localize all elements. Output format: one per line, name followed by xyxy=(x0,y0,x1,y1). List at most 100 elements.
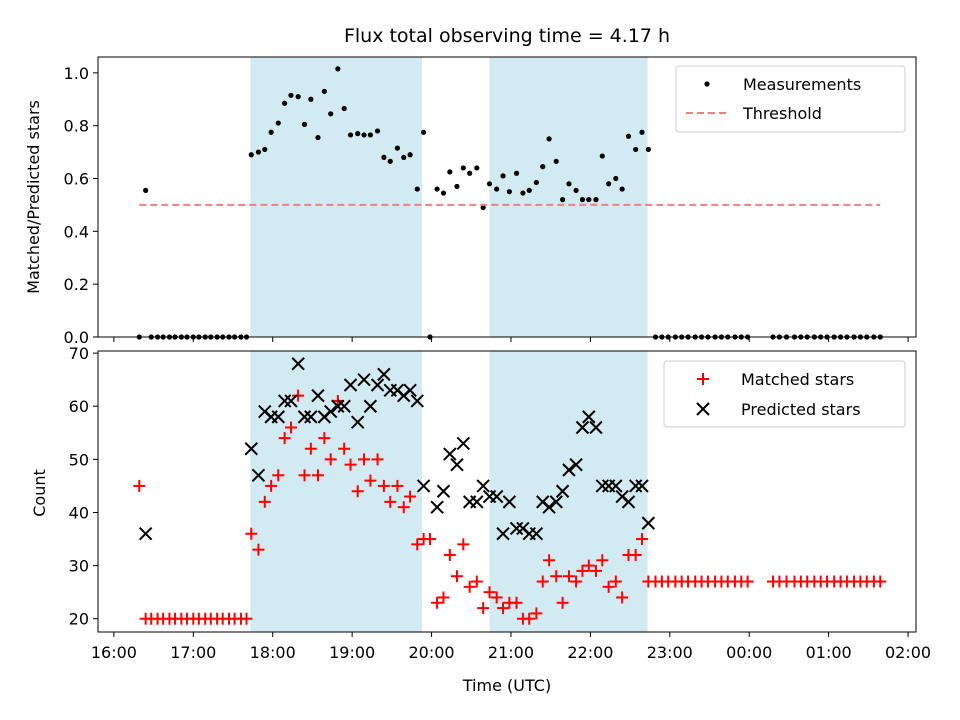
bottom-y-axis-label: Count xyxy=(30,469,49,517)
predicted-star-point xyxy=(621,495,636,509)
measurement-point xyxy=(639,129,645,135)
predicted-star-point xyxy=(529,527,544,541)
bottom-y-tick-label: 70 xyxy=(69,344,89,363)
predicted-star-point xyxy=(496,527,510,541)
matched-star-point xyxy=(284,421,297,434)
predicted-star-point xyxy=(609,479,623,493)
bottom-y-tick-label: 40 xyxy=(69,503,89,522)
predicted-star-point xyxy=(595,479,610,493)
matched-star-point xyxy=(265,479,278,492)
matched-star-point xyxy=(582,559,595,572)
measurement-point xyxy=(381,154,387,160)
measurement-point xyxy=(579,197,586,203)
predicted-star-point xyxy=(575,420,590,435)
measurements-legend-marker xyxy=(704,81,710,87)
bottom-y-tick-label: 60 xyxy=(69,397,89,416)
predicted-star-point xyxy=(311,388,325,403)
matched-star-point xyxy=(384,495,397,508)
top-y-tick-label: 0.4 xyxy=(64,222,89,241)
matched-star-point xyxy=(304,442,317,455)
measurement-point xyxy=(321,88,327,94)
bottom-y-tick-label: 50 xyxy=(69,450,89,469)
matched-star-point xyxy=(278,432,291,445)
top-shaded-interval-0 xyxy=(250,57,423,337)
predicted-star-point xyxy=(377,367,391,382)
matched-star-point xyxy=(318,432,331,445)
measurement-point xyxy=(506,189,512,195)
measurement-point xyxy=(553,158,559,164)
measurement-point xyxy=(573,187,579,193)
matched-star-point xyxy=(536,575,549,588)
top-y-tick-label: 0.8 xyxy=(64,117,89,136)
measurement-point xyxy=(440,190,447,196)
x-tick-label: 22:00 xyxy=(567,643,613,662)
predicted-star-point xyxy=(470,495,484,509)
measurement-point xyxy=(520,190,526,196)
measurement-point xyxy=(335,66,341,72)
matched-star-point xyxy=(576,564,589,577)
predicted-star-point xyxy=(476,479,490,493)
matched-star-point xyxy=(602,580,615,593)
measurement-point xyxy=(467,170,473,176)
matched-star-point xyxy=(338,442,351,455)
matched-star-point xyxy=(497,602,510,615)
matched-star-point xyxy=(741,575,754,588)
measurement-point xyxy=(347,132,354,138)
predicted-star-point xyxy=(502,495,517,509)
predicted-star-point xyxy=(582,410,596,424)
predicted-star-point xyxy=(331,399,345,413)
measurement-point xyxy=(328,111,334,117)
top-y-tick-label: 0.0 xyxy=(64,328,89,347)
measurement-point xyxy=(367,132,374,138)
matched-legend-marker xyxy=(697,373,709,385)
measurement-point xyxy=(546,136,552,142)
threshold-legend-label: Threshold xyxy=(742,104,822,123)
matched-star-point xyxy=(470,575,483,588)
bottom-x-axis: 16:00 17:00 18:00 19:00 20:00 21:00 22:00 23:00… xyxy=(91,632,931,662)
measurement-point xyxy=(248,152,254,158)
chart-title: Flux total observing time = 4.17 h xyxy=(344,25,670,47)
measurement-point xyxy=(513,170,520,176)
x-tick-label: 00:00 xyxy=(726,643,772,662)
measurement-point xyxy=(361,132,367,138)
measurement-point xyxy=(387,158,393,164)
matched-star-point xyxy=(292,389,305,402)
matched-star-point xyxy=(562,570,575,583)
matched-star-point xyxy=(523,612,536,625)
matched-star-point xyxy=(311,469,324,482)
predicted-star-point xyxy=(277,394,292,408)
x-tick-label: 20:00 xyxy=(408,643,454,662)
matched-legend-label: Matched stars xyxy=(741,370,854,389)
matched-star-point xyxy=(530,607,543,620)
measurement-point xyxy=(494,186,500,192)
predicted-legend-label: Predicted stars xyxy=(741,400,861,419)
measurement-point xyxy=(633,146,639,153)
measurement-point xyxy=(255,149,262,155)
predicted-star-point xyxy=(456,436,471,451)
predicted-star-point xyxy=(343,378,358,392)
predicted-star-point xyxy=(271,410,285,424)
measurement-point xyxy=(421,129,427,135)
measurement-point xyxy=(486,181,493,187)
measurement-point xyxy=(275,120,281,126)
measurement-point xyxy=(268,129,274,135)
measurement-point xyxy=(593,197,599,203)
measurements-legend-label: Measurements xyxy=(743,75,861,94)
predicted-star-point xyxy=(363,399,378,413)
matched-star-point xyxy=(252,543,265,556)
matched-star-point xyxy=(457,538,470,551)
x-tick-label: 17:00 xyxy=(170,643,216,662)
predicted-star-point xyxy=(549,495,563,509)
matched-star-point xyxy=(437,591,450,604)
matched-star-point xyxy=(371,453,384,466)
top-shaded-interval-1 xyxy=(489,57,648,337)
matched-star-point xyxy=(636,533,649,546)
predicted-legend-marker xyxy=(696,402,710,416)
matched-star-point xyxy=(443,548,456,561)
measurement-point xyxy=(606,181,612,187)
x-tick-label: 02:00 xyxy=(885,643,931,662)
predicted-star-point xyxy=(430,500,444,514)
measurement-point xyxy=(480,204,486,211)
matched-star-point xyxy=(463,580,476,593)
matched-star-point xyxy=(550,570,563,583)
